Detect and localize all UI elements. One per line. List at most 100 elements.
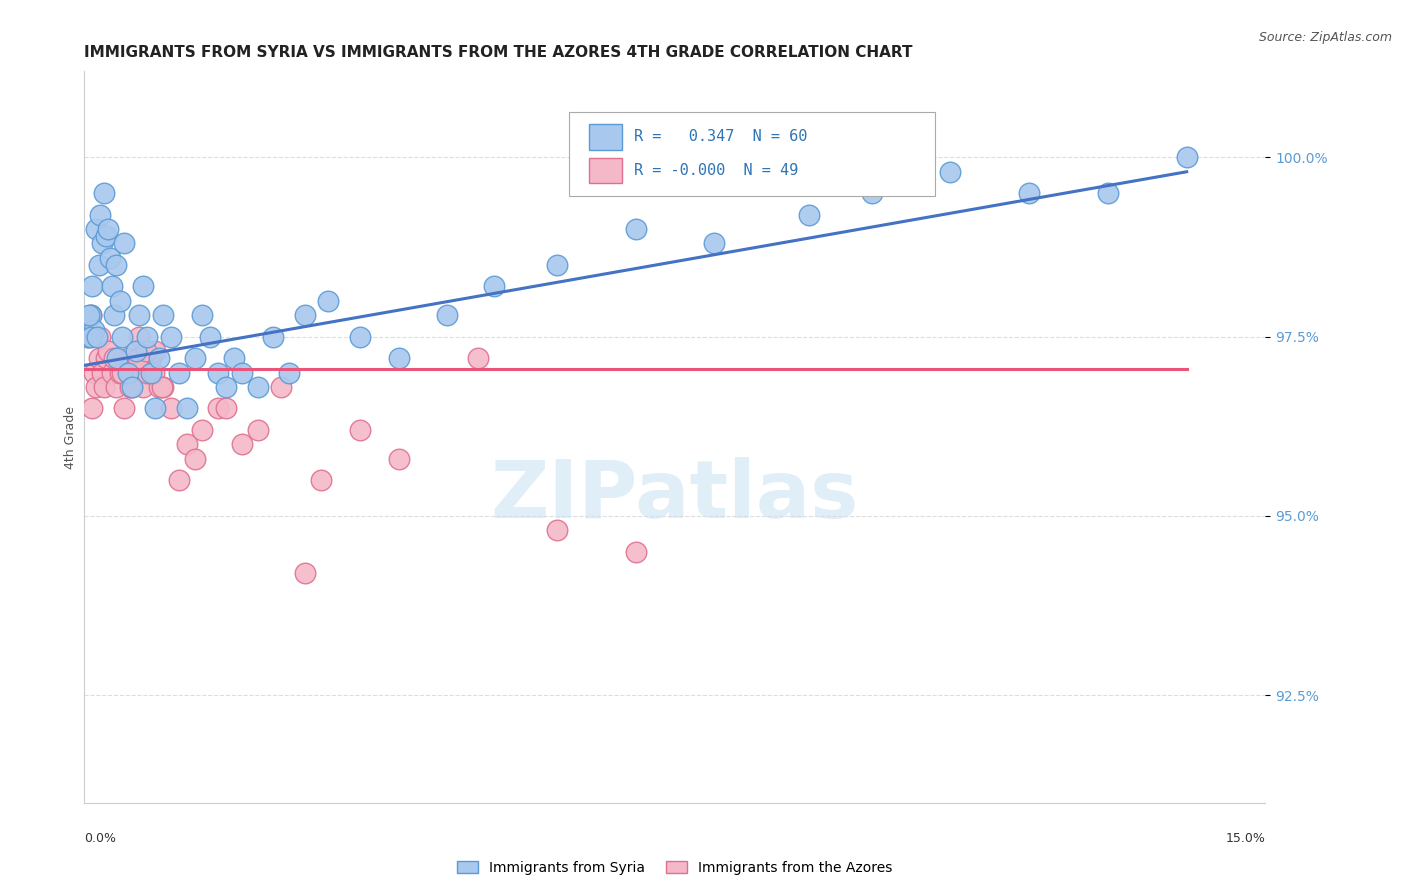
- Point: [278, 366, 301, 380]
- Point: [90, 236, 112, 251]
- Point: [77, 329, 100, 343]
- Point: [546, 524, 568, 538]
- Point: [436, 308, 458, 322]
- Point: [246, 380, 269, 394]
- Point: [87, 351, 110, 366]
- Point: [207, 366, 229, 380]
- Point: [135, 344, 157, 359]
- Point: [215, 401, 238, 416]
- Point: [1175, 150, 1198, 164]
- Point: [141, 366, 163, 380]
- Point: [388, 351, 411, 366]
- Point: [142, 366, 165, 380]
- Point: [152, 380, 174, 394]
- Point: [121, 380, 143, 394]
- Point: [101, 366, 124, 380]
- Text: 0.0%: 0.0%: [84, 832, 117, 845]
- Point: [89, 329, 111, 343]
- Point: [111, 366, 134, 380]
- Point: [349, 423, 371, 437]
- FancyBboxPatch shape: [568, 112, 935, 195]
- Point: [191, 308, 214, 322]
- Point: [270, 380, 292, 394]
- Point: [128, 308, 150, 322]
- Text: R =   0.347  N = 60: R = 0.347 N = 60: [634, 129, 807, 145]
- Point: [128, 329, 150, 343]
- Point: [93, 186, 115, 201]
- Point: [246, 423, 269, 437]
- Point: [93, 380, 115, 394]
- Text: ZIPatlas: ZIPatlas: [491, 457, 859, 534]
- Point: [183, 351, 205, 366]
- Point: [80, 329, 103, 343]
- Point: [98, 251, 121, 265]
- Point: [77, 308, 100, 322]
- Point: [176, 401, 198, 416]
- Point: [141, 351, 163, 366]
- FancyBboxPatch shape: [589, 124, 621, 150]
- Point: [83, 322, 105, 336]
- Point: [117, 351, 139, 366]
- Text: 15.0%: 15.0%: [1226, 832, 1265, 845]
- Point: [703, 236, 725, 251]
- Point: [148, 380, 170, 394]
- Point: [167, 366, 190, 380]
- Legend: Immigrants from Syria, Immigrants from the Azores: Immigrants from Syria, Immigrants from t…: [451, 855, 898, 880]
- Point: [309, 473, 332, 487]
- Point: [546, 258, 568, 272]
- Point: [167, 473, 190, 487]
- Point: [150, 380, 173, 394]
- Point: [82, 401, 104, 416]
- Point: [160, 329, 183, 343]
- Point: [624, 545, 647, 559]
- Point: [294, 566, 316, 581]
- Point: [108, 366, 131, 380]
- Point: [127, 351, 149, 366]
- Point: [1097, 186, 1119, 201]
- Point: [132, 380, 155, 394]
- Point: [117, 366, 139, 380]
- Point: [103, 308, 125, 322]
- Point: [97, 222, 120, 236]
- Point: [97, 344, 120, 359]
- Y-axis label: 4th Grade: 4th Grade: [65, 406, 77, 468]
- Point: [90, 366, 112, 380]
- Point: [118, 380, 141, 394]
- Point: [860, 186, 883, 201]
- Point: [231, 437, 253, 451]
- Point: [191, 423, 214, 437]
- Text: R = -0.000  N = 49: R = -0.000 N = 49: [634, 163, 797, 178]
- Point: [200, 329, 222, 343]
- Point: [84, 222, 107, 236]
- Point: [349, 329, 371, 343]
- FancyBboxPatch shape: [589, 158, 621, 183]
- Point: [77, 329, 100, 343]
- Point: [79, 308, 101, 322]
- Point: [143, 401, 166, 416]
- Point: [101, 279, 124, 293]
- Point: [136, 329, 159, 343]
- Point: [262, 329, 284, 343]
- Point: [318, 293, 340, 308]
- Point: [83, 366, 105, 380]
- Point: [294, 308, 316, 322]
- Point: [124, 344, 146, 359]
- Point: [215, 380, 238, 394]
- Point: [136, 366, 159, 380]
- Point: [124, 366, 146, 380]
- Point: [939, 165, 962, 179]
- Point: [96, 351, 118, 366]
- Point: [96, 229, 118, 244]
- Point: [86, 329, 108, 343]
- Point: [1018, 186, 1040, 201]
- Point: [103, 351, 125, 366]
- Point: [79, 308, 101, 322]
- Point: [160, 401, 183, 416]
- Point: [482, 279, 505, 293]
- Point: [89, 208, 111, 222]
- Point: [148, 351, 170, 366]
- Point: [143, 344, 166, 359]
- Point: [797, 208, 820, 222]
- Point: [176, 437, 198, 451]
- Point: [84, 380, 107, 394]
